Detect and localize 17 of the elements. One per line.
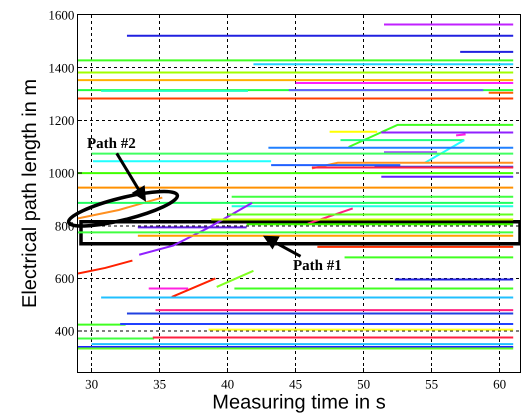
x-tick-label: 55 <box>425 376 438 392</box>
y-tick-label: 1000 <box>48 166 74 181</box>
x-axis-title: Measuring time in s <box>212 392 386 414</box>
x-tick-label: 45 <box>289 376 302 392</box>
y-tick-label: 1200 <box>48 112 74 128</box>
y-tick-label: 400 <box>54 324 74 339</box>
x-tick-label: 40 <box>221 376 234 392</box>
y-tick-label: 600 <box>54 271 74 286</box>
y-axis-title: Electrical path length in m <box>18 78 41 308</box>
x-tick-label: 60 <box>493 376 506 392</box>
x-tick-label: 35 <box>153 376 166 392</box>
annotation: Path #2 <box>87 136 136 152</box>
x-tick-label: 50 <box>357 376 370 392</box>
annotation: Path #1 <box>293 258 342 274</box>
x-tick-label: 30 <box>85 376 98 392</box>
y-tick-label: 1600 <box>48 8 74 23</box>
y-tick-label: 1400 <box>48 60 74 76</box>
